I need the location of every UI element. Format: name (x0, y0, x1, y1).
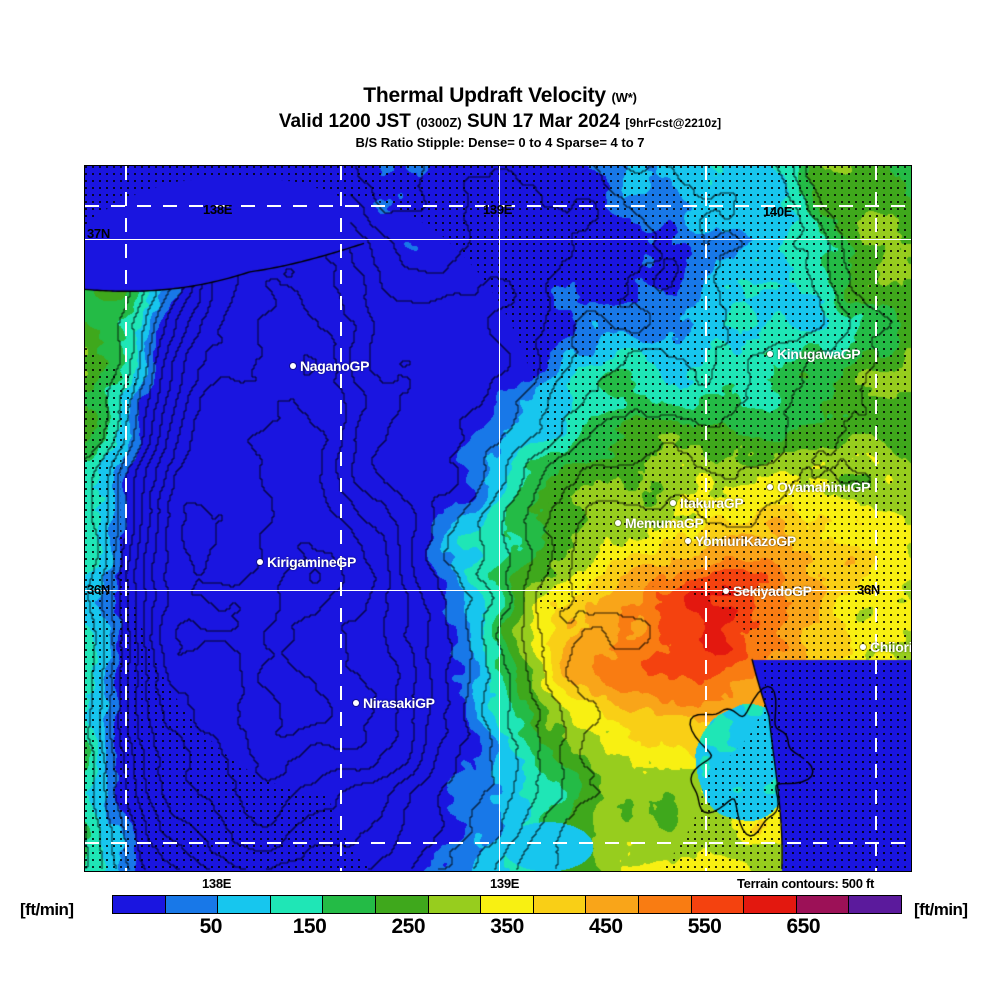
valid-time-utc: (0300Z) (416, 115, 462, 130)
colorbar-tick-labels: 50 150 250 350 450 550 650 (112, 915, 902, 939)
waypoint-marker-icon (257, 559, 263, 565)
waypoint-label: KirigamineGP (267, 554, 356, 570)
colorbar-segment-3 (270, 896, 324, 913)
valid-time-line: Valid 1200 JST (0300Z) SUN 17 Mar 2024 [… (0, 111, 1000, 134)
waypoint-label: YomiuriKazoGP (695, 533, 796, 549)
graticule-label-36N: 36N (857, 582, 880, 597)
waypoint-itakuragp[interactable]: ItakuraGP (670, 495, 744, 511)
waypoint-marker-icon (615, 520, 621, 526)
colorbar-segment-10 (638, 896, 692, 913)
title-block: Thermal Updraft Velocity (W*) Valid 1200… (0, 84, 1000, 151)
valid-date: SUN 17 Mar 2024 (466, 111, 621, 132)
colorbar-tick-350: 350 (490, 915, 524, 938)
title-main-sub: (W*) (611, 90, 637, 105)
colorbar-segment-1 (165, 896, 219, 913)
colorbar-tick-450: 450 (588, 915, 623, 938)
colorbar-segment-8 (533, 896, 587, 913)
waypoint-marker-icon (767, 351, 773, 357)
graticule-label-139E: 139E (483, 202, 513, 217)
colorbar-segment-14 (849, 896, 901, 913)
colorbar-segment-6 (428, 896, 482, 913)
colorbar-segment-12 (744, 896, 797, 913)
waypoint-label: SekiyadoGP (733, 583, 812, 599)
colorbar-segment-5 (375, 896, 429, 913)
waypoint-naganogp[interactable]: NaganoGP (290, 358, 369, 374)
waypoint-label: MemumaGP (625, 515, 704, 531)
colorbar[interactable] (112, 895, 902, 914)
waypoint-marker-icon (290, 363, 296, 369)
page-title: Thermal Updraft Velocity (W*) (0, 84, 1000, 110)
colorbar-segment-13 (796, 896, 850, 913)
colorbar-tick-50: 50 (199, 915, 223, 938)
forecast-tag: [9hrFcst@2210z] (625, 116, 722, 130)
waypoint-marker-icon (860, 644, 866, 650)
colorbar-tick-650: 650 (786, 915, 821, 938)
colorbar-segment-7 (481, 896, 534, 913)
waypoint-chiiori[interactable]: Chiiori (860, 639, 912, 655)
graticule-label-36N: 36N (87, 582, 110, 597)
stipple-legend-note: B/S Ratio Stipple: Dense= 0 to 4 Sparse=… (355, 135, 645, 150)
waypoint-kinugawagp[interactable]: KinugawaGP (767, 346, 861, 362)
colorbar-tick-150: 150 (292, 915, 327, 938)
waypoint-oyamahinugp[interactable]: OyamahinuGP (767, 479, 870, 495)
waypoint-marker-icon (670, 500, 676, 506)
colorbar-tick-550: 550 (687, 915, 722, 938)
axis-label-139E: 139E (490, 876, 520, 891)
waypoint-fujiigp[interactable]: FujiiGP (381, 871, 438, 872)
colorbar-tick-250: 250 (391, 915, 426, 938)
map-plot-area[interactable]: 37N 36N 36N 138E 139E 140E NaganoGP KinugawaGP… (84, 165, 912, 872)
colorbar-unit-right: [ft/min] (914, 900, 968, 919)
waypoint-label: Chiiori (870, 639, 912, 655)
axis-label-138E: 138E (202, 876, 232, 891)
waypoint-marker-icon (767, 484, 773, 490)
waypoint-marker-icon (353, 700, 359, 706)
colorbar-segment-0 (113, 896, 166, 913)
graticule-label-140E: 140E (763, 204, 793, 219)
waypoint-label: NirasakiGP (363, 695, 435, 711)
waypoint-yomiurikazogp[interactable]: YomiuriKazoGP (685, 533, 796, 549)
waypoint-nirasakigp[interactable]: NirasakiGP (353, 695, 435, 711)
colorbar-segment-2 (218, 896, 271, 913)
waypoint-label: FujiiGP (391, 871, 438, 872)
waypoint-marker-icon (685, 538, 691, 544)
waypoint-label: ItakuraGP (680, 495, 744, 511)
waypoint-label: NaganoGP (300, 358, 370, 374)
graticule-label-37N: 37N (87, 226, 110, 241)
graticule-label-138E: 138E (203, 202, 233, 217)
thermal-velocity-raster (85, 166, 911, 871)
colorbar-unit-left: [ft/min] (20, 900, 74, 919)
waypoint-label: KinugawaGP (777, 346, 861, 362)
terrain-contour-note: Terrain contours: 500 ft (737, 876, 875, 891)
valid-time: Valid 1200 JST (278, 111, 411, 132)
colorbar-segment-4 (323, 896, 376, 913)
colorbar-segment-11 (691, 896, 745, 913)
waypoint-sekiyadogp[interactable]: SekiyadoGP (723, 583, 812, 599)
title-main: Thermal Updraft Velocity (363, 84, 606, 107)
waypoint-memumagp[interactable]: MemumaGP (615, 515, 704, 531)
colorbar-segment-9 (586, 896, 639, 913)
waypoint-kirigaminegp[interactable]: KirigamineGP (257, 554, 356, 570)
waypoint-marker-icon (723, 588, 729, 594)
waypoint-label: OyamahinuGP (777, 479, 871, 495)
